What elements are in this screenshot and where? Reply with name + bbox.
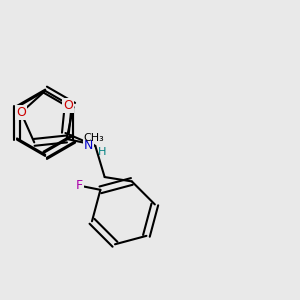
Text: CH₃: CH₃ <box>83 133 104 143</box>
Text: N: N <box>84 140 93 152</box>
Text: O: O <box>16 106 26 119</box>
Text: F: F <box>76 179 83 192</box>
Text: O: O <box>63 99 73 112</box>
Text: H: H <box>98 146 106 157</box>
